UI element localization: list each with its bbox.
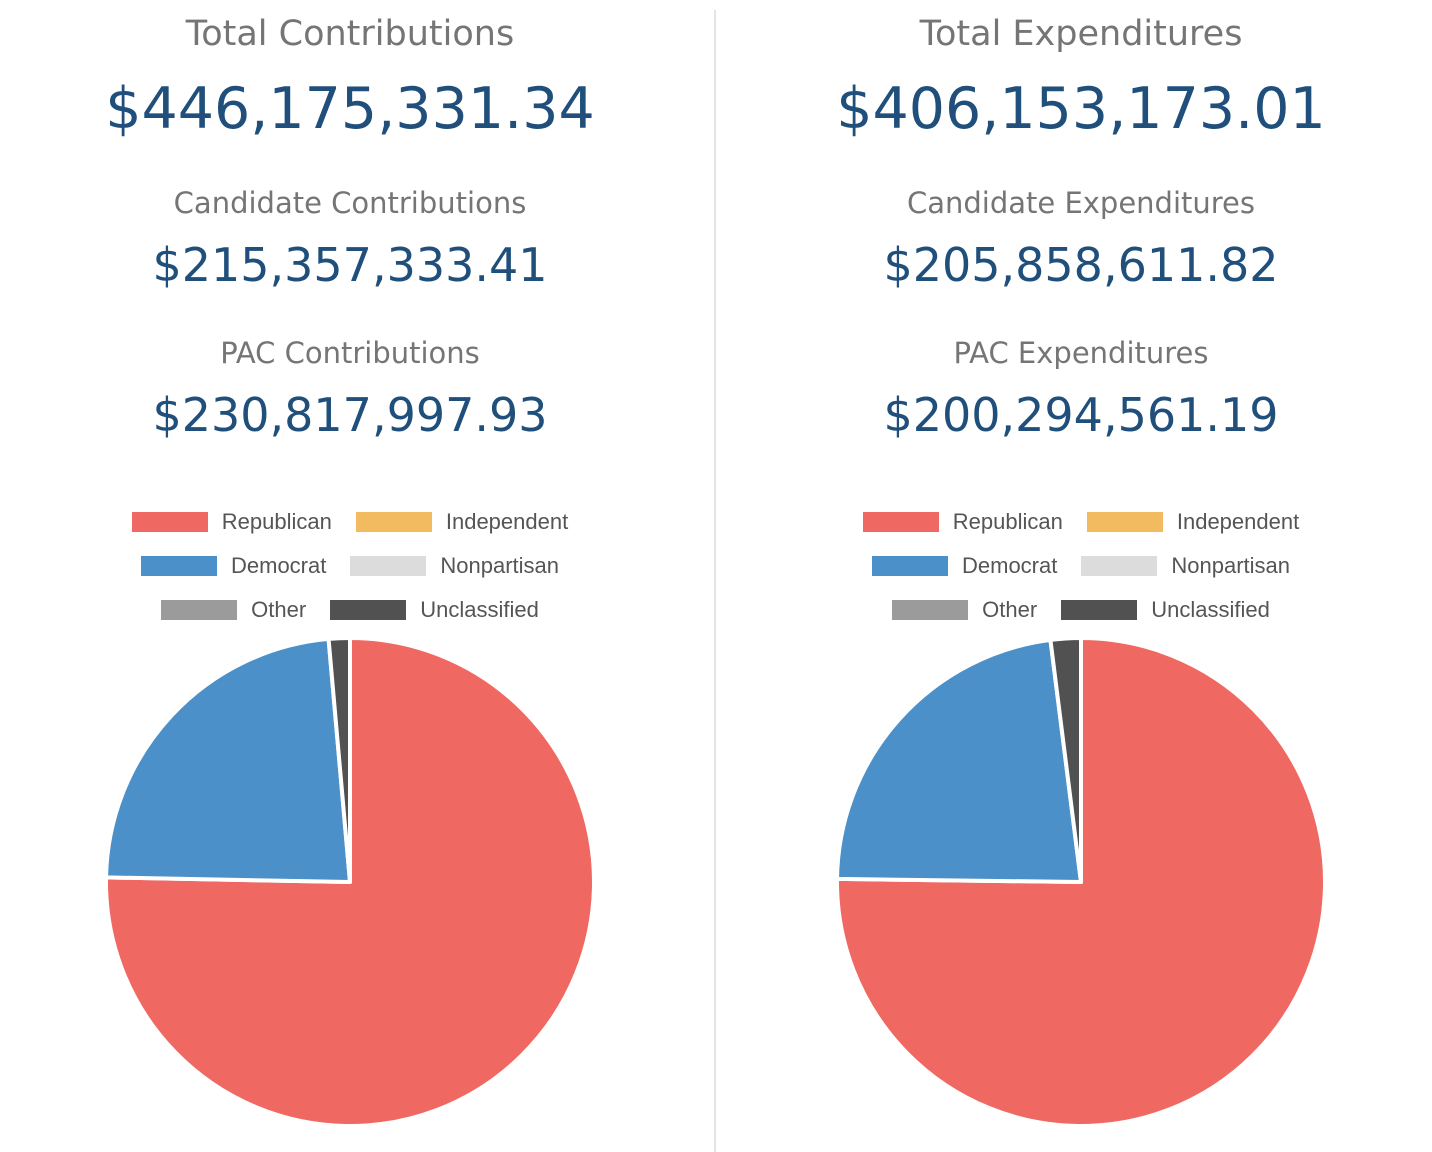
candidate-contributions-label: Candidate Contributions — [173, 186, 527, 220]
pac-contributions-value: $230,817,997.93 — [152, 388, 548, 442]
expenditures-panel: Total Expenditures $406,153,173.01 Candi… — [731, 0, 1431, 1152]
legend-swatch-republican — [131, 512, 208, 532]
legend-item-nonpartisan[interactable]: Nonpartisan — [350, 553, 559, 579]
legend-swatch-unclassified — [1061, 600, 1138, 620]
legend-item-republican[interactable]: Republican — [862, 509, 1063, 535]
total-contributions-label: Total Contributions — [185, 14, 515, 54]
legend-swatch-democrat — [141, 556, 217, 576]
legend-swatch-other — [161, 600, 238, 620]
pie-slice-democrat[interactable] — [835, 637, 1083, 884]
legend-label-unclassified: Unclassified — [420, 597, 539, 622]
legend-label-democrat: Democrat — [962, 553, 1058, 578]
pie-slice-unclassified[interactable] — [1048, 635, 1083, 884]
legend-label-democrat: Democrat — [231, 553, 327, 578]
contributions-legend: Republican Independent Democrat Nonparti… — [0, 500, 700, 632]
panel-divider — [714, 10, 716, 1152]
legend-swatch-other — [892, 600, 969, 620]
legend-item-unclassified[interactable]: Unclassified — [1061, 597, 1270, 623]
legend-item-independent[interactable]: Independent — [1086, 509, 1300, 535]
legend-label-other: Other — [251, 597, 307, 622]
legend-label-unclassified: Unclassified — [1151, 597, 1270, 622]
candidate-expenditures-label: Candidate Expenditures — [906, 186, 1256, 220]
legend-swatch-republican — [862, 512, 939, 532]
legend-item-unclassified[interactable]: Unclassified — [330, 597, 539, 623]
legend-label-other: Other — [982, 597, 1038, 622]
pie-slice-republican[interactable] — [104, 636, 596, 1128]
pac-contributions-label: PAC Contributions — [220, 336, 480, 370]
legend-swatch-democrat — [872, 556, 948, 576]
legend-label-nonpartisan: Nonpartisan — [440, 553, 559, 578]
legend-item-republican[interactable]: Republican — [131, 509, 332, 535]
total-expenditures-value: $406,153,173.01 — [836, 76, 1326, 142]
legend-item-other[interactable]: Other — [892, 597, 1037, 623]
legend-item-nonpartisan[interactable]: Nonpartisan — [1081, 553, 1290, 579]
total-contributions-value: $446,175,331.34 — [105, 76, 595, 142]
legend-item-democrat[interactable]: Democrat — [872, 553, 1057, 579]
contributions-pie-chart — [104, 635, 596, 1128]
contributions-panel: Total Contributions $446,175,331.34 Cand… — [0, 0, 700, 1152]
total-expenditures-label: Total Expenditures — [919, 14, 1243, 54]
legend-swatch-nonpartisan — [1081, 556, 1158, 576]
legend-label-republican: Republican — [952, 509, 1063, 534]
expenditures-pie-chart — [835, 635, 1327, 1128]
legend-swatch-nonpartisan — [350, 556, 427, 576]
pac-expenditures-label: PAC Expenditures — [953, 336, 1209, 370]
legend-swatch-independent — [355, 512, 432, 532]
legend-label-independent: Independent — [445, 509, 569, 534]
legend-label-independent: Independent — [1176, 509, 1300, 534]
pie-slice-unclassified[interactable] — [326, 635, 352, 884]
legend-label-nonpartisan: Nonpartisan — [1171, 553, 1290, 578]
pie-slice-democrat[interactable] — [104, 636, 352, 884]
legend-label-republican: Republican — [221, 509, 332, 534]
legend-swatch-independent — [1086, 512, 1163, 532]
pac-expenditures-value: $200,294,561.19 — [883, 388, 1279, 442]
candidate-contributions-value: $215,357,333.41 — [152, 238, 548, 292]
expenditures-legend: Republican Independent Democrat Nonparti… — [731, 500, 1431, 632]
candidate-expenditures-value: $205,858,611.82 — [883, 238, 1279, 292]
legend-swatch-unclassified — [330, 600, 407, 620]
legend-item-other[interactable]: Other — [161, 597, 306, 623]
legend-item-democrat[interactable]: Democrat — [141, 553, 326, 579]
legend-item-independent[interactable]: Independent — [355, 509, 569, 535]
pie-slice-republican[interactable] — [835, 636, 1327, 1128]
